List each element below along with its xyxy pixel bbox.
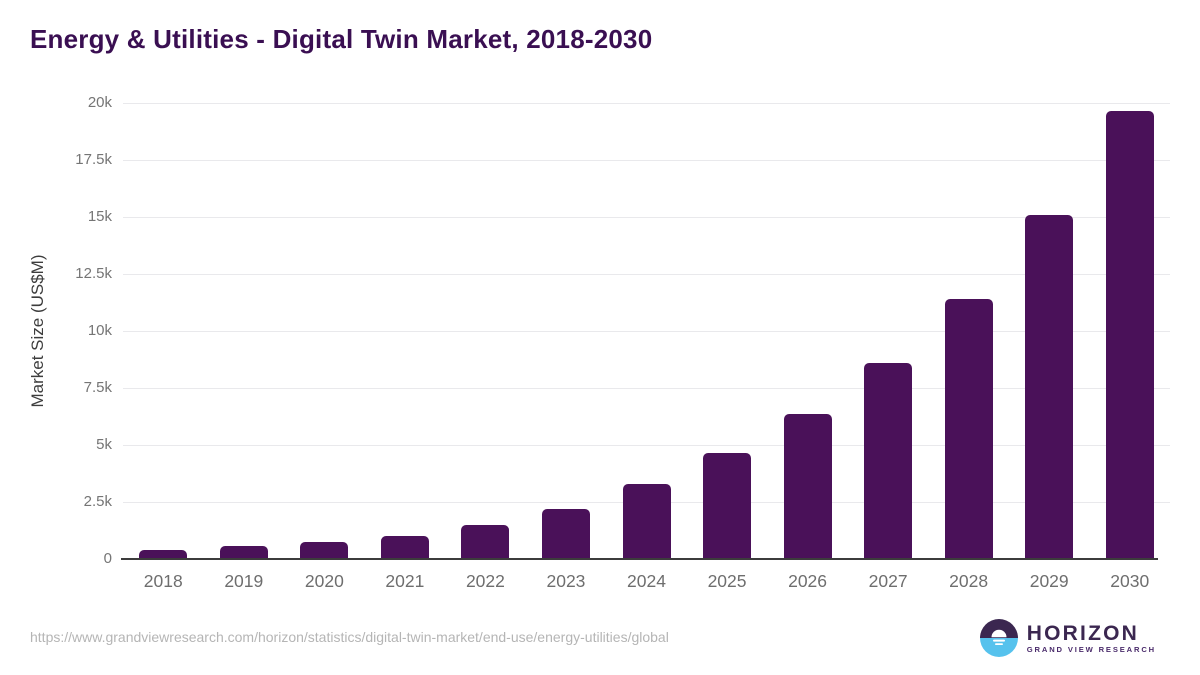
chart-title: Energy & Utilities - Digital Twin Market… — [30, 24, 653, 54]
x-tick-label-2021: 2021 — [385, 571, 425, 591]
bar-2022 — [461, 525, 510, 559]
logo-subtitle: GRAND VIEW RESEARCH — [1026, 644, 1156, 654]
x-tick-label-2026: 2026 — [788, 571, 828, 591]
bar-2020 — [300, 541, 349, 559]
bar-2029 — [1025, 214, 1074, 559]
x-tick-label-2029: 2029 — [1029, 571, 1069, 591]
bar-2026 — [783, 414, 832, 559]
bar-2023 — [541, 509, 590, 559]
gridline-17.5k — [123, 159, 1170, 161]
y-tick-label-12.5k: 12.5k — [75, 265, 112, 282]
x-axis-tick-labels: 2018 2019 2020 2021 2022 2023 2024 2025 2026 2027… — [123, 571, 1170, 599]
gridline-12.5k — [123, 273, 1170, 275]
y-tick-label-17.5k: 17.5k — [75, 151, 112, 168]
x-tick-label-2028: 2028 — [949, 571, 989, 591]
x-tick-label-2022: 2022 — [465, 571, 505, 591]
x-tick-label-2023: 2023 — [546, 571, 586, 591]
x-axis-line — [121, 558, 1158, 560]
gridline-5k — [123, 444, 1170, 446]
logo-wordmark: HORIZON — [1026, 621, 1139, 645]
y-tick-label-10k: 10k — [87, 322, 112, 339]
x-tick-label-2025: 2025 — [707, 571, 747, 591]
bar-2028 — [944, 298, 993, 559]
bar-2021 — [380, 535, 429, 559]
x-tick-label-2019: 2019 — [224, 571, 264, 591]
horizon-logo: HORIZON GRAND VIEW RESEARCH — [979, 619, 1156, 657]
y-tick-label-0: 0 — [103, 550, 112, 567]
gridline-7.5k — [123, 387, 1170, 389]
x-tick-label-2027: 2027 — [868, 571, 908, 591]
horizon-sun-icon — [979, 619, 1018, 657]
x-tick-label-2030: 2030 — [1110, 571, 1150, 591]
y-tick-label-2.5k: 2.5k — [83, 493, 112, 510]
y-tick-label-20k: 20k — [87, 94, 112, 111]
gridline-10k — [123, 330, 1170, 332]
gridline-15k — [123, 216, 1170, 218]
bar-2030 — [1105, 111, 1154, 559]
bar-2027 — [864, 362, 913, 559]
y-tick-label-15k: 15k — [87, 208, 112, 225]
y-tick-label-7.5k: 7.5k — [83, 379, 112, 396]
x-tick-label-2020: 2020 — [304, 571, 344, 591]
gridline-20k — [123, 102, 1170, 104]
x-tick-label-2024: 2024 — [627, 571, 666, 591]
bar-2024 — [622, 484, 671, 559]
y-tick-label-5k: 5k — [96, 436, 112, 453]
bar-2025 — [703, 453, 752, 559]
bar-2018 — [139, 549, 188, 559]
source-url: https://www.grandviewresearch.com/horizo… — [30, 629, 669, 645]
bar-2019 — [219, 546, 268, 559]
x-tick-label-2018: 2018 — [143, 571, 183, 591]
plot-area — [121, 102, 1170, 560]
logo-text: HORIZON GRAND VIEW RESEARCH — [1027, 622, 1156, 655]
y-axis-tick-labels: 0 2.5k 5k 7.5k 10k 12.5k 15k 17.5k 20k — [0, 94, 112, 567]
